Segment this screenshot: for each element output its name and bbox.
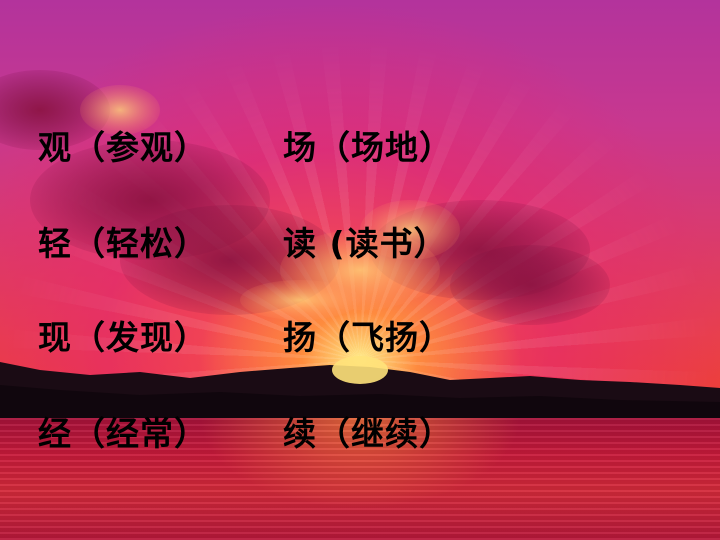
word-item: 现（发现） [38,318,208,357]
word-item: 经（经常） [38,414,208,453]
word-item: 观（参观） [38,128,208,167]
word-item: 场（场地） [283,128,453,167]
mountain-foreground [0,385,720,425]
word-item: 续（继续） [283,414,453,453]
word-item: 读 (读书） [283,224,448,263]
word-item: 轻（轻松） [38,224,208,263]
lake-water [0,418,720,540]
sun-glow [332,356,388,384]
clouds [0,70,610,325]
word-item: 扬（飞扬） [283,318,453,357]
